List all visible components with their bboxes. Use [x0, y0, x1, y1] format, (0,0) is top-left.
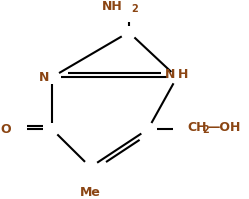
Text: 2: 2	[131, 4, 138, 14]
Text: N: N	[39, 71, 50, 84]
Text: Me: Me	[80, 186, 101, 199]
Text: NH: NH	[102, 0, 123, 13]
Text: CH: CH	[188, 121, 207, 134]
Text: N: N	[165, 68, 176, 81]
Text: H: H	[178, 68, 188, 81]
Text: —OH: —OH	[207, 121, 240, 134]
Text: O: O	[0, 123, 11, 136]
Text: 2: 2	[202, 125, 209, 135]
